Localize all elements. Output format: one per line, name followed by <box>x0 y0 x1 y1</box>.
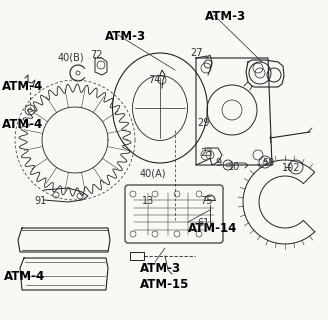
Text: 74: 74 <box>148 75 160 85</box>
Text: ATM-3: ATM-3 <box>105 30 146 43</box>
Text: ATM-15: ATM-15 <box>140 278 189 291</box>
Bar <box>130 252 144 260</box>
Text: 102: 102 <box>282 163 300 173</box>
Text: 40(B): 40(B) <box>58 52 85 62</box>
Text: 29: 29 <box>197 118 209 128</box>
Text: 13: 13 <box>142 196 154 206</box>
Text: ATM-3: ATM-3 <box>205 10 246 23</box>
Text: ATM-14: ATM-14 <box>188 222 237 235</box>
Text: ATM-3: ATM-3 <box>140 262 181 275</box>
Text: 40(A): 40(A) <box>140 168 167 178</box>
Text: 27: 27 <box>190 48 202 58</box>
Text: ATM-4: ATM-4 <box>2 80 43 93</box>
Text: ATM-4: ATM-4 <box>4 270 45 283</box>
Text: 75: 75 <box>200 196 213 206</box>
Text: 61: 61 <box>197 218 209 228</box>
Text: 9: 9 <box>215 158 221 168</box>
Text: 23: 23 <box>200 148 212 158</box>
Text: 91: 91 <box>34 196 46 206</box>
Text: 72: 72 <box>90 50 102 60</box>
Text: 10: 10 <box>228 162 240 172</box>
Text: 59: 59 <box>262 158 275 168</box>
Text: ATM-4: ATM-4 <box>2 118 43 131</box>
